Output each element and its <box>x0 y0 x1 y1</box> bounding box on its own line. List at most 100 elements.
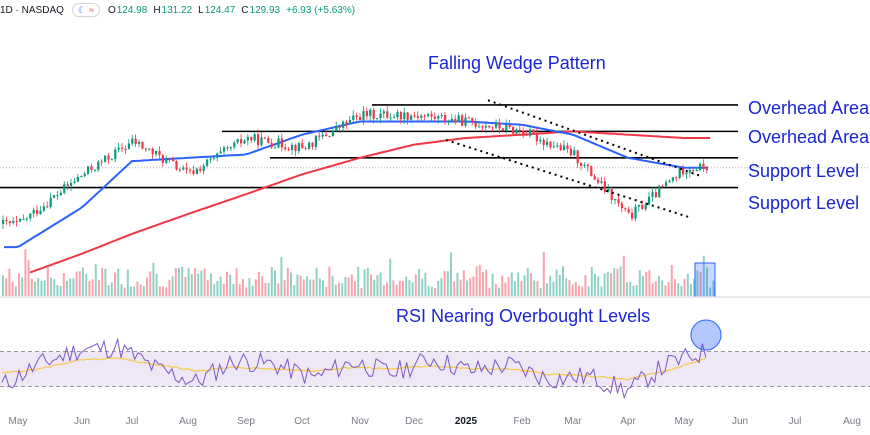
volume-bar <box>424 272 427 296</box>
x-tick-label: 2025 <box>454 416 478 427</box>
candle-body <box>352 115 355 120</box>
volume-bar <box>123 287 126 296</box>
candle-body <box>294 144 297 152</box>
candle-body <box>597 179 600 183</box>
volume-bar <box>114 272 116 296</box>
volume-bar <box>206 279 209 296</box>
candle-body <box>563 145 566 150</box>
candle-body <box>328 135 331 137</box>
candle-body <box>127 143 130 149</box>
volume-bar <box>658 275 660 296</box>
candle-body <box>32 209 35 214</box>
candle-body <box>410 115 413 120</box>
volume-bar <box>392 280 395 296</box>
volume-bar <box>283 280 286 296</box>
volume-bar <box>562 266 564 296</box>
volume-bar <box>235 268 238 296</box>
volume-bar <box>91 279 94 296</box>
volume-bar <box>578 285 580 296</box>
candle-body <box>338 125 341 128</box>
candle-body <box>518 129 521 132</box>
volume-bar <box>267 282 270 296</box>
candle-body <box>342 121 345 128</box>
candle-body <box>454 118 457 123</box>
volume-bar <box>594 274 596 296</box>
volume-bar <box>680 286 683 296</box>
volume-bar <box>136 281 139 296</box>
volume-bar <box>158 286 161 296</box>
candle-body <box>318 135 321 137</box>
candle-body <box>675 177 678 179</box>
candle-body <box>678 167 681 179</box>
volume-bar <box>411 282 414 296</box>
volume-bar <box>408 280 411 296</box>
candle-body <box>39 210 42 215</box>
candle-body <box>114 149 117 160</box>
volume-bar <box>242 279 244 296</box>
candle-body <box>124 148 127 150</box>
candle-body <box>505 124 508 131</box>
volume-bar <box>254 279 257 296</box>
volume-bar <box>363 269 366 296</box>
candle-body <box>355 115 358 118</box>
candle-body <box>365 110 368 117</box>
display-toggle[interactable]: ☾ ≈ <box>71 3 100 17</box>
candle-body <box>641 204 644 210</box>
candle-body <box>308 142 311 149</box>
volume-bar <box>82 267 84 296</box>
volume-bar <box>699 271 702 296</box>
candle-body <box>161 155 164 163</box>
volume-bar <box>187 267 190 296</box>
candle-body <box>301 143 304 148</box>
candle-body <box>484 125 487 128</box>
volume-bar <box>344 277 347 296</box>
symbol-label: 1D · NASDAQ <box>0 4 64 16</box>
volume-bar <box>174 268 177 296</box>
volume-bar <box>347 277 350 296</box>
volume-bar <box>30 278 33 296</box>
candle-body <box>100 161 103 163</box>
level-label-support-2: Support Level <box>748 193 860 213</box>
volume-bar <box>286 267 289 296</box>
volume-bar <box>72 278 75 296</box>
volume-bar <box>194 268 196 296</box>
open-value: 124.98 <box>116 4 148 16</box>
volume-bar <box>530 273 532 296</box>
candle-body <box>175 161 178 170</box>
candle-body <box>702 163 705 169</box>
candle-body <box>304 147 307 149</box>
volume-bar <box>421 278 424 296</box>
candle-body <box>393 117 396 119</box>
volume-bar <box>430 286 433 296</box>
volume-bar <box>184 277 187 296</box>
candle-body <box>22 218 25 220</box>
candle-body <box>423 115 426 117</box>
volume-bar <box>398 280 401 296</box>
candle-body <box>447 120 450 122</box>
x-tick-label: Feb <box>513 416 531 427</box>
candle-body <box>345 121 348 124</box>
volume-bar <box>34 281 36 296</box>
candle-body <box>682 167 685 175</box>
level-label-support-1: Support Level <box>748 161 860 181</box>
volume-bar <box>312 279 315 296</box>
candle-body <box>369 109 372 117</box>
candle-body <box>614 199 617 201</box>
volume-bar <box>350 274 353 296</box>
volume-bar <box>85 273 88 296</box>
candle-body <box>644 204 647 210</box>
volume-bar <box>565 278 568 296</box>
rsi-line <box>1 337 707 400</box>
volume-bar <box>555 269 558 296</box>
volume-bar <box>389 258 392 296</box>
volume-bar <box>306 276 308 296</box>
volume-bar <box>104 268 107 296</box>
volume-bar <box>293 285 296 296</box>
volume-bar <box>341 283 344 296</box>
candle-body <box>110 159 113 161</box>
volume-bar <box>488 287 491 296</box>
candle-body <box>311 142 314 147</box>
volume-bar <box>587 286 590 296</box>
x-tick-label: May <box>674 416 694 427</box>
moon-icon: ☾ <box>77 4 86 15</box>
